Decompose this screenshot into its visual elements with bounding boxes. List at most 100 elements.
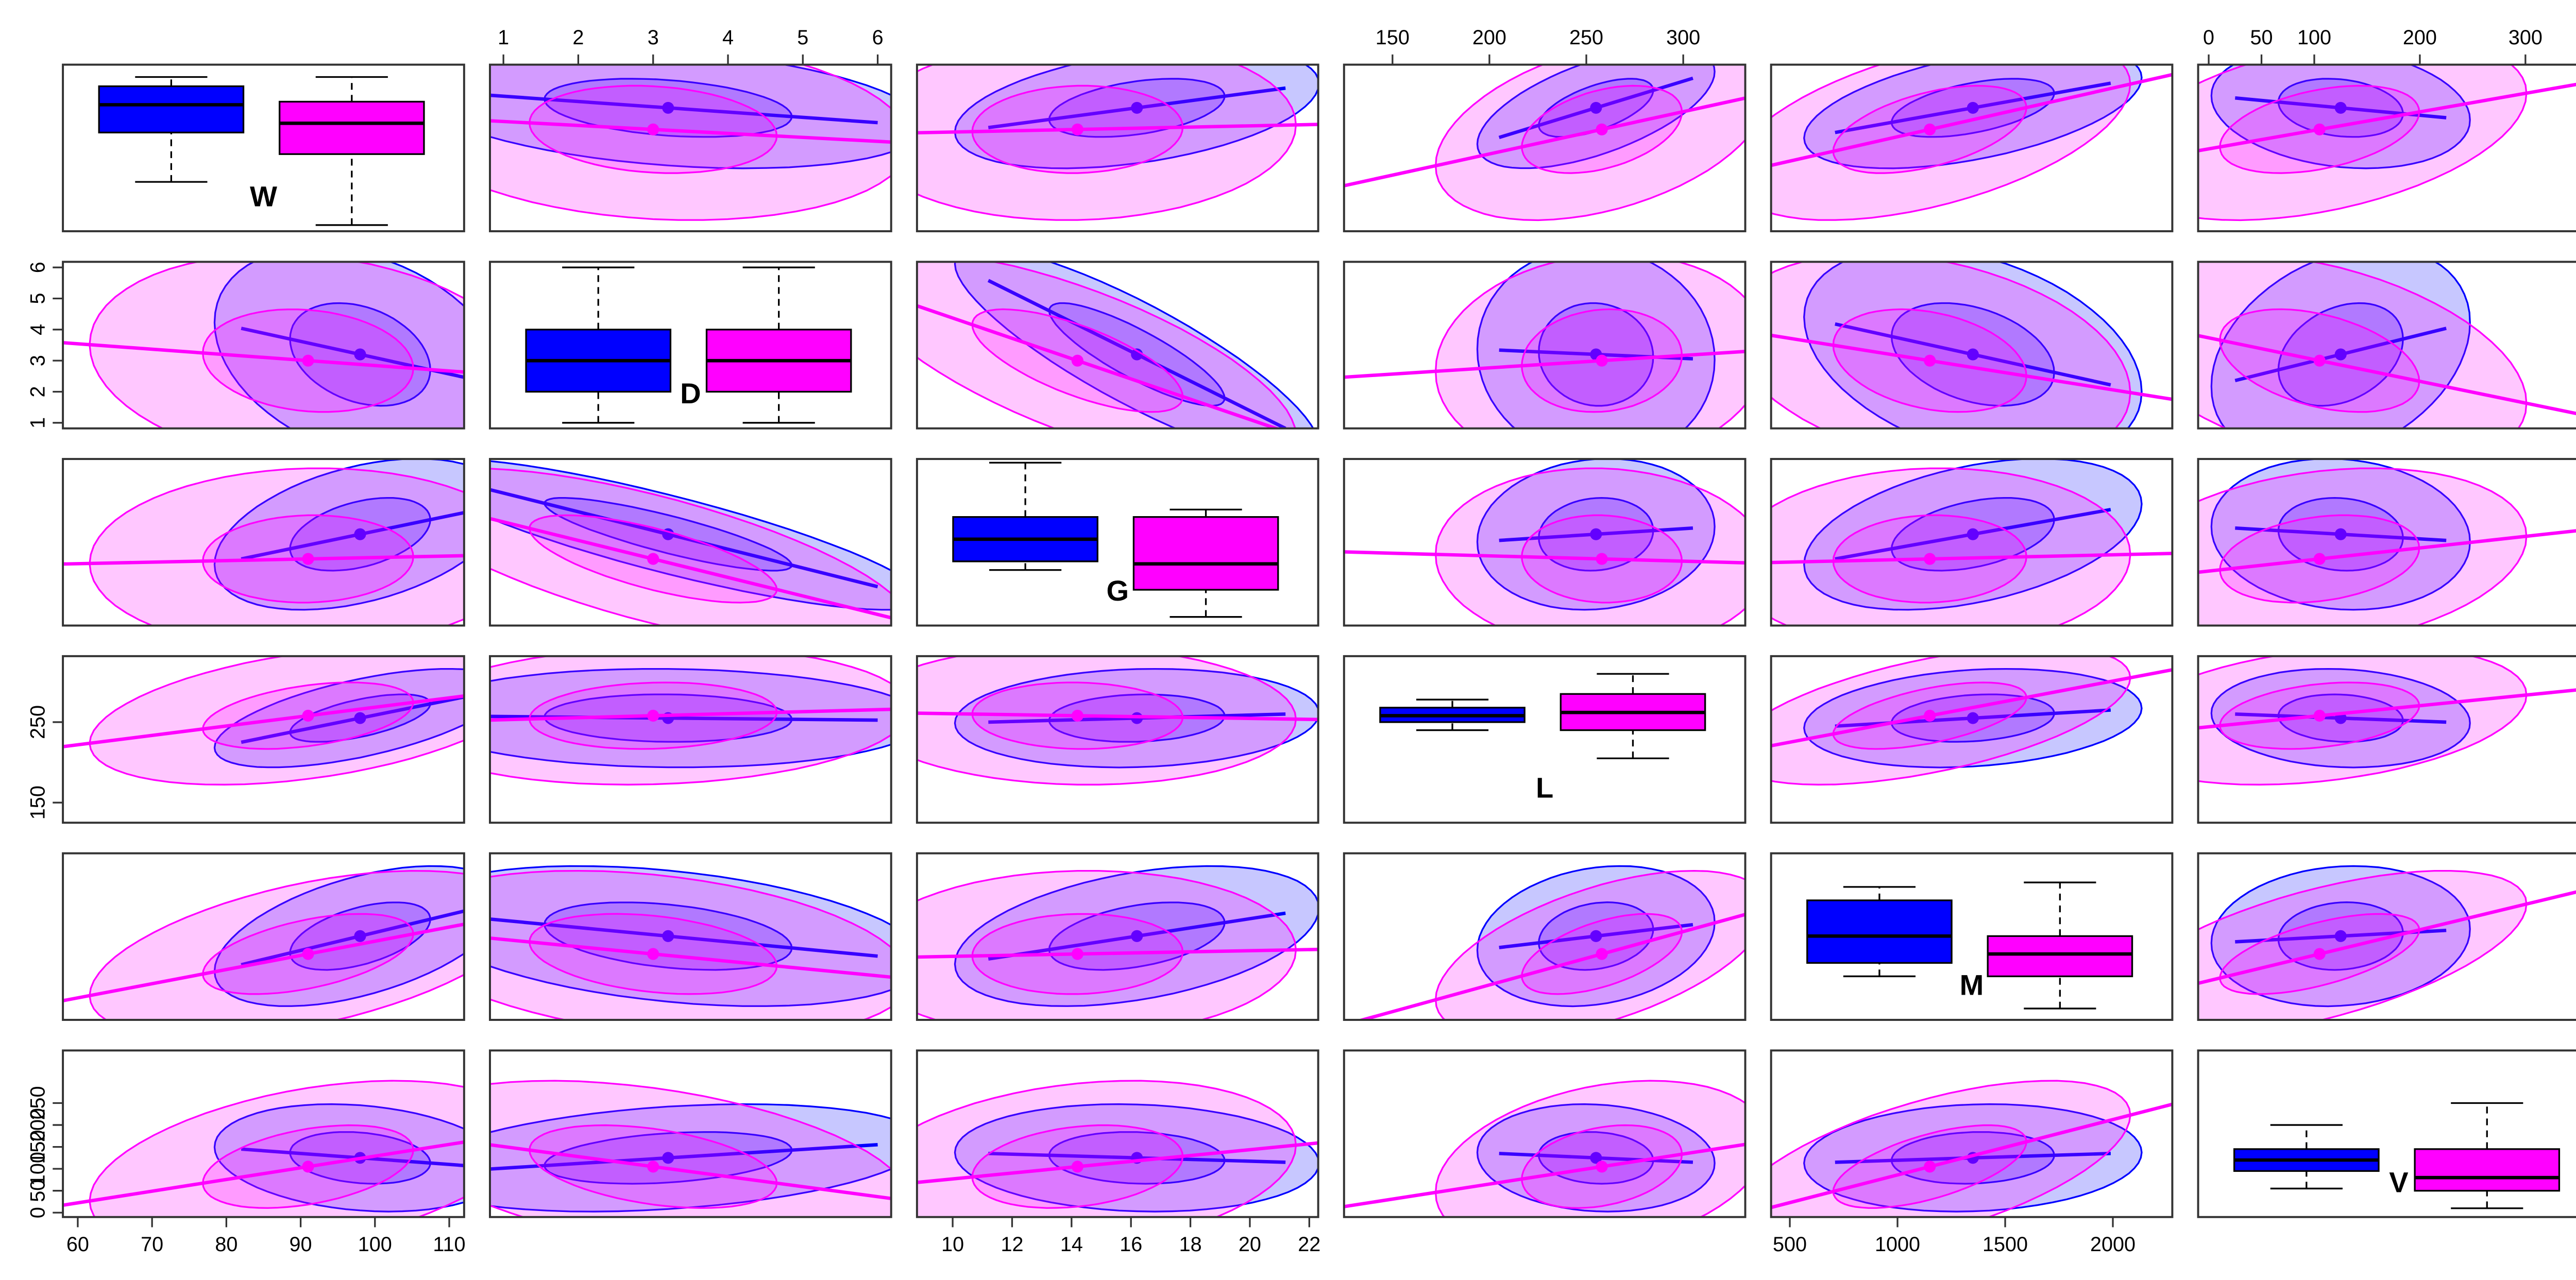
regression-line — [1771, 1102, 2173, 1209]
panel — [62, 655, 465, 824]
x-tick-label: 16 — [1120, 1233, 1142, 1256]
regression-line — [489, 93, 878, 125]
regression-line — [1344, 350, 1745, 379]
panel-content — [63, 262, 464, 429]
panel-frame — [2197, 458, 2576, 627]
x-tick-label: 500 — [1773, 1233, 1807, 1256]
x-tick-label: 1000 — [1875, 1233, 1920, 1256]
mean-point — [1131, 930, 1143, 942]
mean-point — [1590, 930, 1602, 942]
panel — [2197, 458, 2576, 627]
panel — [1770, 458, 2174, 627]
panel-content — [2198, 656, 2576, 786]
panel-content — [2198, 64, 2576, 221]
panel-frame — [2197, 852, 2576, 1021]
panel-content — [489, 865, 891, 1020]
x-tick-label: 20 — [1239, 1233, 1261, 1256]
regression-line — [489, 517, 891, 620]
panel-frame — [1770, 261, 2174, 430]
panel-frame — [916, 261, 1319, 430]
panel-frame — [62, 1049, 465, 1218]
regression-line — [489, 936, 891, 979]
panel-content — [63, 1080, 464, 1217]
ellipse — [954, 262, 1314, 429]
mean-point — [2313, 948, 2326, 960]
panel-frame — [1770, 63, 2174, 232]
x-tick-label: 60 — [66, 1233, 89, 1256]
mean-point — [1967, 101, 1979, 114]
panel-content — [1344, 262, 1745, 429]
regression-line — [1771, 333, 2173, 401]
panel — [489, 63, 892, 232]
x-tick-label: 90 — [290, 1233, 312, 1256]
panel-frame — [2197, 655, 2576, 824]
mean-point — [1071, 354, 1083, 367]
panel-content — [2233, 1102, 2561, 1209]
regression-line — [1771, 668, 2173, 748]
ellipse — [2198, 64, 2528, 221]
mean-point — [1967, 348, 1979, 361]
x-tick-label: 110 — [433, 1233, 465, 1256]
panel — [2197, 63, 2576, 232]
mean-point — [1596, 1160, 1608, 1173]
x-tick-label: 100 — [2297, 26, 2331, 49]
x-tick-label: 150 — [1376, 26, 1410, 49]
mean-point — [1131, 348, 1143, 361]
panel-content — [917, 64, 1318, 221]
panel-content — [489, 64, 891, 221]
mean-point — [302, 948, 314, 960]
ellipse — [489, 460, 891, 611]
x-tick-label: 2000 — [2090, 1233, 2136, 1256]
variable-label: V — [2389, 1166, 2409, 1198]
variable-label: W — [250, 180, 277, 212]
panel-content — [525, 266, 852, 424]
mean-point — [1596, 354, 1608, 367]
panel — [62, 852, 465, 1021]
regression-line — [1344, 550, 1745, 565]
box — [98, 85, 245, 133]
panel — [2197, 655, 2576, 824]
panel: W — [62, 63, 465, 232]
x-tick-label: 250 — [1569, 26, 1603, 49]
mean-point — [1924, 1160, 1936, 1173]
panel: V — [2197, 1049, 2576, 1218]
panel-frame — [1770, 852, 2174, 1021]
x-tick-label: 100 — [358, 1233, 392, 1256]
y-tick-label: 6 — [26, 262, 49, 273]
regression-line — [63, 923, 464, 1003]
panel: M — [1770, 852, 2174, 1021]
mean-point — [1071, 948, 1083, 960]
mean-point — [647, 123, 659, 135]
panel — [916, 852, 1319, 1021]
mean-point — [1596, 948, 1608, 960]
box — [2414, 1148, 2561, 1192]
panel-content — [1356, 865, 1745, 1020]
regression-line — [2198, 334, 2576, 416]
regression-line — [917, 711, 1318, 722]
y-tick-label: 150 — [26, 1130, 49, 1164]
regression-line — [917, 123, 1318, 135]
box — [1987, 935, 2133, 978]
ellipse — [917, 262, 1296, 429]
panel — [62, 458, 465, 627]
regression-line — [2198, 890, 2576, 985]
mean-point — [354, 528, 366, 540]
x-tick-label: 12 — [1001, 1233, 1023, 1256]
y-tick-label: 0 — [26, 1207, 49, 1218]
ellipse — [1476, 262, 1716, 429]
variable-label: L — [1536, 772, 1553, 804]
panel-content — [952, 462, 1279, 618]
panel — [916, 655, 1319, 824]
mean-point — [302, 553, 314, 565]
x-tick-label: 1 — [498, 26, 509, 49]
panel-content — [1771, 459, 2173, 626]
x-tick-label: 300 — [2509, 26, 2543, 49]
ellipse — [489, 1080, 891, 1217]
panel — [1770, 655, 2174, 824]
panel-frame — [916, 1049, 1319, 1218]
mean-point — [1924, 553, 1936, 565]
panel — [2197, 261, 2576, 430]
y-tick-label: 4 — [26, 324, 49, 335]
